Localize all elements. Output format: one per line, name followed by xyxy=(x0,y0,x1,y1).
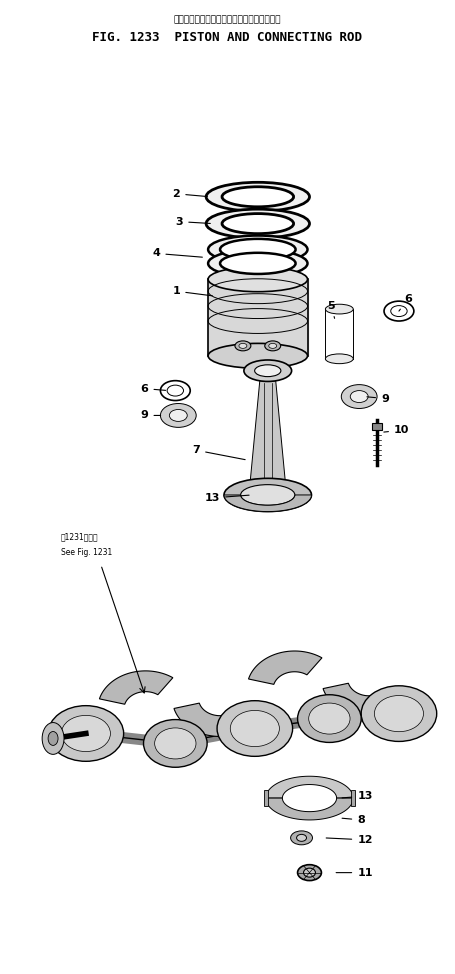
Ellipse shape xyxy=(61,715,111,752)
Text: 10: 10 xyxy=(384,426,410,435)
Ellipse shape xyxy=(230,710,279,747)
Ellipse shape xyxy=(391,306,407,317)
Ellipse shape xyxy=(291,831,313,844)
Ellipse shape xyxy=(265,341,281,351)
Ellipse shape xyxy=(298,865,321,880)
Bar xyxy=(264,790,268,806)
Ellipse shape xyxy=(298,694,361,742)
Ellipse shape xyxy=(341,385,377,408)
Ellipse shape xyxy=(206,209,309,238)
Ellipse shape xyxy=(220,253,296,274)
Ellipse shape xyxy=(169,409,187,422)
Ellipse shape xyxy=(208,344,308,368)
Ellipse shape xyxy=(167,385,183,396)
Ellipse shape xyxy=(222,187,293,206)
Ellipse shape xyxy=(217,700,293,757)
Polygon shape xyxy=(250,381,286,485)
Ellipse shape xyxy=(241,485,295,506)
Polygon shape xyxy=(248,651,322,685)
Text: 7: 7 xyxy=(192,445,245,460)
Ellipse shape xyxy=(361,686,437,741)
Ellipse shape xyxy=(208,249,308,278)
Text: 2: 2 xyxy=(172,189,207,199)
Ellipse shape xyxy=(42,723,64,754)
Ellipse shape xyxy=(239,344,247,349)
Polygon shape xyxy=(323,683,396,717)
Ellipse shape xyxy=(161,403,196,428)
Text: 12: 12 xyxy=(326,835,373,844)
Text: See Fig. 1231: See Fig. 1231 xyxy=(61,547,112,556)
Text: 9: 9 xyxy=(367,393,389,403)
Ellipse shape xyxy=(244,360,292,382)
Text: 6: 6 xyxy=(399,294,412,311)
Polygon shape xyxy=(266,798,353,820)
Ellipse shape xyxy=(325,304,353,314)
Polygon shape xyxy=(100,671,173,704)
Text: 3: 3 xyxy=(176,216,210,227)
Text: 13: 13 xyxy=(342,791,373,801)
Ellipse shape xyxy=(269,344,277,349)
Bar xyxy=(351,790,355,806)
Polygon shape xyxy=(224,495,312,511)
Ellipse shape xyxy=(308,703,350,734)
Ellipse shape xyxy=(224,478,312,511)
Ellipse shape xyxy=(350,391,368,402)
Text: ピストン・および　コネクティング　ロッド: ピストン・および コネクティング ロッド xyxy=(173,15,281,24)
Ellipse shape xyxy=(325,354,353,363)
Polygon shape xyxy=(174,703,248,736)
Text: 9: 9 xyxy=(141,410,161,421)
Ellipse shape xyxy=(374,695,424,731)
Text: 6: 6 xyxy=(141,384,166,393)
Text: 前1231図参照: 前1231図参照 xyxy=(61,533,99,542)
Ellipse shape xyxy=(143,720,207,768)
Ellipse shape xyxy=(155,728,196,759)
Polygon shape xyxy=(266,776,353,798)
Ellipse shape xyxy=(303,868,315,878)
Ellipse shape xyxy=(208,236,308,263)
Ellipse shape xyxy=(206,182,309,211)
Ellipse shape xyxy=(48,705,124,762)
Bar xyxy=(372,424,382,431)
Ellipse shape xyxy=(222,213,293,234)
Text: 13: 13 xyxy=(205,493,249,503)
Text: 5: 5 xyxy=(328,301,335,318)
Text: 11: 11 xyxy=(336,868,373,878)
Ellipse shape xyxy=(48,731,58,745)
Ellipse shape xyxy=(255,365,281,377)
Text: FIG. 1233  PISTON AND CONNECTING ROD: FIG. 1233 PISTON AND CONNECTING ROD xyxy=(92,31,362,44)
Ellipse shape xyxy=(297,835,307,842)
Text: 4: 4 xyxy=(152,248,202,258)
Ellipse shape xyxy=(235,341,251,351)
Text: 1: 1 xyxy=(172,286,212,296)
Text: 8: 8 xyxy=(342,815,365,825)
Ellipse shape xyxy=(208,267,308,291)
Ellipse shape xyxy=(220,239,296,260)
